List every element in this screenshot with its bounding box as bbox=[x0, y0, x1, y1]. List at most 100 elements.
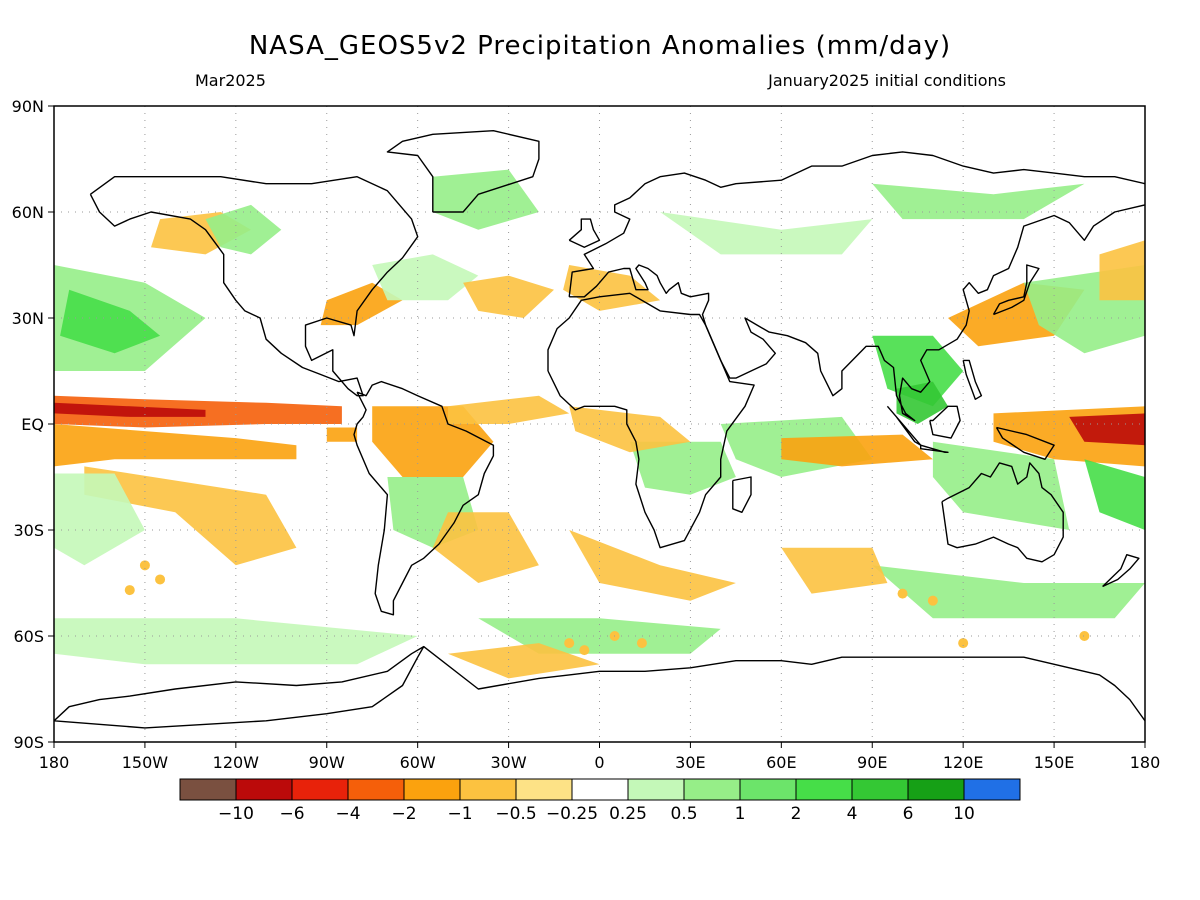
anomaly-region bbox=[569, 530, 736, 601]
colorbar-label: −6 bbox=[279, 804, 304, 824]
coastline bbox=[568, 151, 1145, 297]
colorbar-swatch bbox=[403, 778, 461, 801]
anomaly-spot bbox=[1079, 631, 1090, 641]
coastline bbox=[732, 476, 752, 513]
anomaly-region bbox=[872, 183, 1085, 220]
anomaly-spot bbox=[124, 585, 135, 596]
anomaly-region bbox=[660, 212, 873, 255]
coastline bbox=[353, 380, 495, 616]
latitude-labels: 90N 60N 30N EQ 30S 60S 90S bbox=[12, 97, 54, 752]
lat-label: EQ bbox=[21, 415, 44, 434]
colorbar-label: 1 bbox=[735, 804, 746, 824]
anomaly-region bbox=[781, 547, 888, 594]
lon-label: 120W bbox=[213, 753, 260, 772]
anomaly-spot bbox=[958, 638, 969, 649]
anomaly-spot bbox=[564, 638, 575, 649]
coastline bbox=[569, 204, 1145, 422]
colorbar-label: 10 bbox=[953, 804, 975, 824]
colorbar-label: −4 bbox=[335, 804, 360, 824]
anomaly-spot bbox=[897, 588, 908, 599]
lat-label: 30S bbox=[13, 521, 44, 540]
anomaly-region bbox=[84, 466, 297, 566]
colorbar bbox=[179, 778, 1021, 801]
coastline bbox=[929, 405, 961, 439]
anomaly-region bbox=[432, 169, 539, 230]
colorbar-swatch bbox=[347, 778, 405, 801]
colorbar-swatch bbox=[739, 778, 797, 801]
lon-label: 150W bbox=[122, 753, 169, 772]
anomaly-region bbox=[932, 441, 1070, 530]
anomaly-region bbox=[872, 335, 964, 407]
anomaly-region bbox=[54, 424, 297, 467]
anomaly-region bbox=[781, 434, 933, 467]
anomaly-region bbox=[60, 289, 161, 354]
anomaly-region bbox=[205, 204, 282, 255]
coastline bbox=[886, 405, 922, 446]
lon-label: 60E bbox=[766, 753, 796, 772]
initial-conditions-label: January2025 initial conditions bbox=[767, 71, 1006, 90]
anomaly-region bbox=[448, 395, 570, 424]
colorbar-label: 0.5 bbox=[670, 804, 697, 824]
anomaly-spot bbox=[139, 560, 150, 571]
colorbar-swatch bbox=[459, 778, 517, 801]
colorbar-swatch bbox=[963, 778, 1021, 801]
colorbar-swatch bbox=[907, 778, 965, 801]
coastline bbox=[54, 645, 425, 729]
colorbar-swatch bbox=[851, 778, 909, 801]
colorbar-label: −1 bbox=[447, 804, 472, 824]
coastline bbox=[386, 129, 540, 213]
lon-label: 30E bbox=[675, 753, 705, 772]
lon-label: 180 bbox=[1130, 753, 1161, 772]
lon-label: 180 bbox=[39, 753, 70, 772]
anomaly-layer bbox=[54, 169, 1145, 679]
lon-label: 60W bbox=[400, 753, 436, 772]
coastline bbox=[992, 264, 1040, 316]
anomaly-region bbox=[872, 565, 1145, 619]
lat-label: 30N bbox=[12, 309, 44, 328]
colorbar-label: −0.25 bbox=[546, 804, 598, 824]
lon-label: 120E bbox=[943, 753, 984, 772]
anomaly-spot bbox=[927, 595, 938, 606]
coastline bbox=[962, 359, 983, 400]
lon-label: 150E bbox=[1034, 753, 1075, 772]
coastlines bbox=[54, 129, 1145, 729]
anomaly-region bbox=[629, 441, 736, 495]
colorbar-label: 4 bbox=[847, 804, 858, 824]
anomaly-region bbox=[1069, 413, 1145, 446]
lon-label: 0 bbox=[594, 753, 604, 772]
colorbar-swatch bbox=[291, 778, 349, 801]
colorbar-label: −10 bbox=[218, 804, 254, 824]
coastline bbox=[920, 444, 949, 453]
lat-label: 60N bbox=[12, 203, 44, 222]
anomaly-region bbox=[463, 275, 554, 318]
longitude-labels: 180 150W 120W 90W 60W 30W 0 30E 60E 90E 120E 150E 18… bbox=[39, 742, 1161, 772]
lon-label: 30W bbox=[490, 753, 526, 772]
coastline bbox=[941, 462, 1064, 563]
colorbar-label: −0.5 bbox=[495, 804, 536, 824]
colorbar-label: 0.25 bbox=[609, 804, 647, 824]
anomaly-spot bbox=[579, 645, 590, 656]
anomaly-spot bbox=[155, 574, 166, 585]
coastline bbox=[1102, 554, 1140, 588]
lat-label: 90N bbox=[12, 97, 44, 116]
coastline bbox=[423, 646, 1145, 722]
coastline bbox=[995, 426, 1055, 460]
anomaly-region bbox=[54, 473, 145, 566]
colorbar-label: 6 bbox=[903, 804, 914, 824]
lon-label: 90W bbox=[309, 753, 345, 772]
forecast-month: Mar2025 bbox=[195, 71, 266, 90]
colorbar-swatch bbox=[627, 778, 685, 801]
anomaly-region bbox=[54, 402, 206, 417]
lat-label: 90S bbox=[13, 733, 44, 752]
lat-label: 60S bbox=[13, 627, 44, 646]
anomaly-region bbox=[372, 254, 479, 301]
coastline bbox=[568, 218, 601, 249]
lon-label: 90E bbox=[857, 753, 887, 772]
gridlines bbox=[54, 106, 1145, 742]
coastline bbox=[89, 175, 419, 397]
colorbar-label: −2 bbox=[391, 804, 416, 824]
anomaly-region bbox=[326, 427, 358, 442]
colorbar-labels: −10 −6 −4 −2 −1 −0.5 −0.25 0.25 0.5 1 2 4 6 10 bbox=[218, 804, 975, 824]
map-title: NASA_GEOS5v2 Precipitation Anomalies (mm… bbox=[249, 31, 951, 61]
